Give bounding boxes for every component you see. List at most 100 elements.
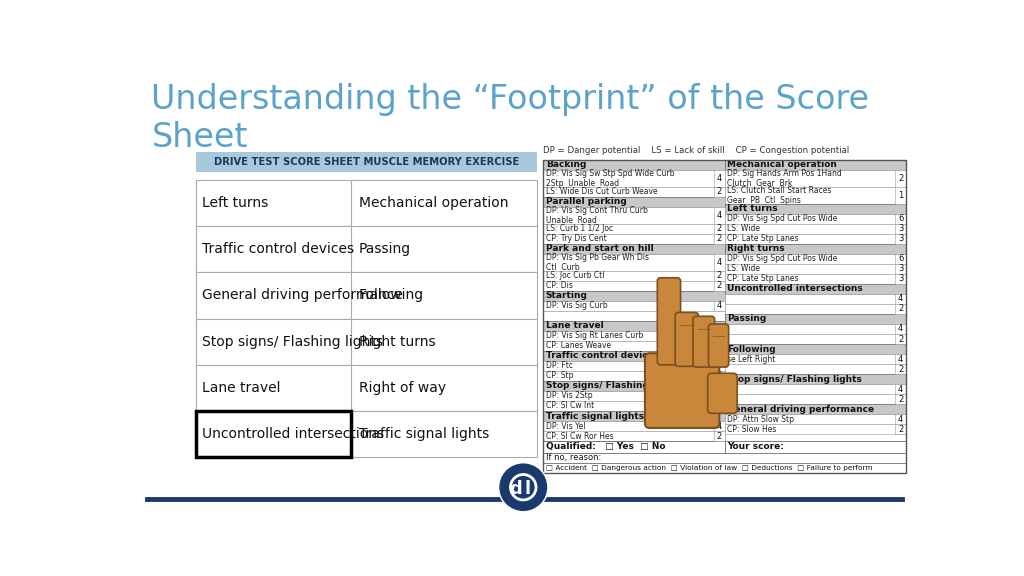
- Text: 6: 6: [898, 255, 903, 263]
- Bar: [544, 411, 725, 421]
- FancyBboxPatch shape: [657, 278, 681, 365]
- Text: Traffic signal lights: Traffic signal lights: [546, 411, 644, 420]
- Bar: [725, 244, 906, 254]
- Bar: [725, 384, 906, 394]
- Bar: [725, 424, 906, 434]
- Text: Parallel parking: Parallel parking: [546, 198, 627, 206]
- Text: 2: 2: [898, 335, 903, 343]
- Bar: [895, 214, 906, 224]
- Bar: [725, 374, 906, 384]
- Bar: [895, 254, 906, 264]
- Text: If no, reason:: If no, reason:: [546, 453, 601, 462]
- Bar: [197, 365, 538, 411]
- Text: DP: Attn Slow Stp: DP: Attn Slow Stp: [727, 415, 794, 423]
- Text: 2: 2: [717, 234, 722, 244]
- Bar: [714, 224, 725, 234]
- Bar: [895, 414, 906, 424]
- Text: 6: 6: [898, 214, 903, 223]
- Bar: [714, 371, 725, 381]
- Bar: [544, 234, 725, 244]
- Text: 4: 4: [898, 354, 903, 363]
- Text: 3: 3: [898, 264, 903, 274]
- Bar: [544, 441, 906, 453]
- Bar: [714, 254, 725, 271]
- Bar: [544, 291, 725, 301]
- Text: CP: Slow Hes: CP: Slow Hes: [727, 425, 776, 434]
- Text: CP: Late Stp Lanes: CP: Late Stp Lanes: [727, 274, 799, 283]
- Text: Traffic signal lights: Traffic signal lights: [359, 427, 489, 441]
- Bar: [714, 341, 725, 351]
- Bar: [714, 431, 725, 441]
- Bar: [725, 314, 906, 324]
- Text: 4: 4: [898, 324, 903, 334]
- Bar: [544, 197, 725, 207]
- Bar: [895, 394, 906, 404]
- Text: 4: 4: [717, 422, 722, 430]
- Bar: [725, 404, 906, 414]
- Text: DP: Vis Sig Spd Cut Pos Wide: DP: Vis Sig Spd Cut Pos Wide: [727, 214, 838, 223]
- Bar: [197, 411, 538, 457]
- Text: Stop signs/ Flashing lights: Stop signs/ Flashing lights: [546, 381, 681, 391]
- Text: DP: Vis Sig Curb: DP: Vis Sig Curb: [546, 301, 607, 310]
- Bar: [725, 254, 906, 264]
- Bar: [197, 411, 351, 457]
- Bar: [714, 187, 725, 197]
- Text: LS: Joc Curb Ctl: LS: Joc Curb Ctl: [546, 271, 604, 281]
- Bar: [544, 391, 725, 401]
- Bar: [714, 170, 725, 187]
- Text: 4: 4: [717, 362, 722, 370]
- Bar: [714, 331, 725, 341]
- Text: Passing: Passing: [727, 314, 766, 324]
- Bar: [544, 381, 725, 391]
- Text: CP: Lanes Weave: CP: Lanes Weave: [546, 342, 611, 350]
- Bar: [544, 170, 725, 187]
- Bar: [197, 180, 538, 226]
- Text: Your score:: Your score:: [727, 442, 784, 452]
- Text: 2: 2: [717, 342, 722, 350]
- Bar: [197, 319, 538, 365]
- Text: 4: 4: [717, 331, 722, 340]
- Bar: [714, 421, 725, 431]
- Text: Mechanical operation: Mechanical operation: [727, 161, 837, 169]
- Text: 2: 2: [717, 431, 722, 441]
- Bar: [544, 160, 725, 170]
- Text: DP: Vis Sig Pb Gear Wh Dis
Ctl  Curb: DP: Vis Sig Pb Gear Wh Dis Ctl Curb: [546, 253, 649, 272]
- Text: Traffic control devices: Traffic control devices: [203, 242, 354, 256]
- Text: Qualified:   □ Yes  □ No: Qualified: □ Yes □ No: [546, 442, 666, 452]
- Text: 3: 3: [898, 234, 903, 244]
- Circle shape: [500, 464, 547, 510]
- Text: 2: 2: [717, 281, 722, 290]
- Text: DRIVE TEST SCORE SHEET MUSCLE MEMORY EXERCISE: DRIVE TEST SCORE SHEET MUSCLE MEMORY EXE…: [214, 157, 519, 167]
- Bar: [895, 354, 906, 364]
- Bar: [725, 334, 906, 344]
- Bar: [895, 187, 906, 204]
- Bar: [544, 431, 725, 441]
- Bar: [544, 371, 725, 381]
- Text: LS: Wide Dis Cut Curb Weave: LS: Wide Dis Cut Curb Weave: [546, 187, 657, 196]
- Text: CP: Dis: CP: Dis: [546, 281, 572, 290]
- Bar: [544, 341, 725, 351]
- Text: Left turns: Left turns: [203, 196, 268, 210]
- Text: 4: 4: [717, 211, 722, 220]
- Bar: [895, 324, 906, 334]
- Text: General driving performance: General driving performance: [727, 404, 874, 414]
- Bar: [895, 234, 906, 244]
- Bar: [895, 364, 906, 374]
- Bar: [725, 394, 906, 404]
- FancyBboxPatch shape: [675, 312, 698, 366]
- Bar: [714, 301, 725, 311]
- Bar: [725, 284, 906, 294]
- Bar: [725, 160, 906, 170]
- Text: Passing: Passing: [359, 242, 411, 256]
- Bar: [895, 294, 906, 304]
- Bar: [197, 272, 538, 319]
- Bar: [895, 264, 906, 274]
- Text: 3: 3: [898, 274, 903, 283]
- Bar: [895, 384, 906, 394]
- Text: LS: Wide: LS: Wide: [727, 264, 760, 274]
- Text: 2: 2: [898, 425, 903, 434]
- Text: 2: 2: [898, 395, 903, 404]
- Text: CP: Try Dis Cent: CP: Try Dis Cent: [546, 234, 606, 244]
- Bar: [725, 414, 906, 424]
- Text: 1: 1: [898, 191, 903, 200]
